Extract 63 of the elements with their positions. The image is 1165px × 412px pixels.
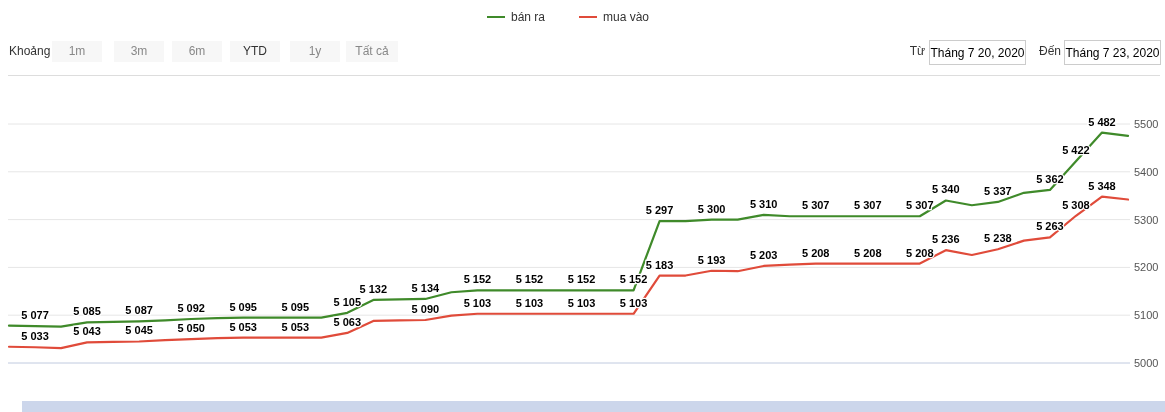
data-label: 5 236 [932,233,960,246]
data-label: 5 152 [515,273,544,286]
data-label: 5 095 [229,300,257,313]
data-label: 5 193 [697,253,726,266]
data-label: 5 208 [906,246,934,259]
legend-label: mua vào [603,10,650,24]
date-field: Tháng 7 20, 2020 [929,40,1026,65]
data-label: 5 085 [73,305,101,318]
y-tick-label: 5300 [1134,213,1159,226]
data-label: 5 340 [932,183,960,196]
range-button: 3m [114,41,164,62]
data-label: 5 063 [333,315,362,328]
y-tick-label: 5100 [1134,309,1159,322]
y-tick-label: 5500 [1134,118,1159,130]
data-label: 5 308 [1062,198,1090,211]
range-button: Tất cả [346,41,398,62]
data-label: 5 238 [984,232,1012,245]
data-label: 5 095 [281,300,310,313]
range-button: 1y [290,41,340,62]
text: Đến [1038,44,1061,58]
data-label: 5 482 [1088,115,1116,128]
data-label: 5 297 [645,204,674,217]
data-label: 5 208 [854,246,882,259]
data-label: 5 105 [333,295,362,308]
data-label: 5 152 [567,273,596,286]
data-label: 5 348 [1088,179,1116,192]
data-label: 5 045 [125,324,153,337]
data-label: 5 203 [749,248,778,261]
data-label: 5 050 [177,322,205,335]
data-label: 5 307 [906,199,934,212]
text: Từ [909,44,925,58]
data-label: 5 103 [463,296,492,309]
text: Khoảng [9,44,51,58]
data-label: 5 152 [463,273,492,286]
data-label: 5 134 [411,281,441,294]
data-label: 5 087 [125,304,153,317]
y-tick-label: 5000 [1134,357,1159,369]
data-label: 5 300 [697,202,726,215]
data-label: 5 310 [749,197,778,210]
data-label: 5 208 [801,246,830,259]
data-label: 5 033 [21,330,49,343]
data-label: 5 043 [73,325,101,338]
y-tick-label: 5400 [1134,165,1159,178]
data-label: 5 053 [229,320,257,333]
data-label: 5 077 [21,309,49,322]
data-label: 5 132 [359,282,388,295]
data-label: 5 103 [515,296,544,309]
data-label: 5 053 [281,320,310,333]
data-label: 5 092 [177,302,205,315]
line-series [7,195,1130,350]
data-label: 5 090 [411,302,440,315]
data-label: 5 307 [854,199,882,212]
range-button: YTD [230,41,280,62]
data-label: 5 103 [567,296,596,309]
data-label: 5 263 [1036,220,1064,233]
y-tick-label: 5200 [1134,261,1159,274]
range-button: 6m [172,41,222,62]
data-label: 5 337 [984,184,1012,197]
range-button: 1m [52,41,102,62]
data-label: 5 183 [645,258,674,271]
data-label: 5 307 [801,199,830,212]
date-field: Tháng 7 23, 2020 [1064,40,1161,65]
legend-label: bán ra [511,10,546,24]
